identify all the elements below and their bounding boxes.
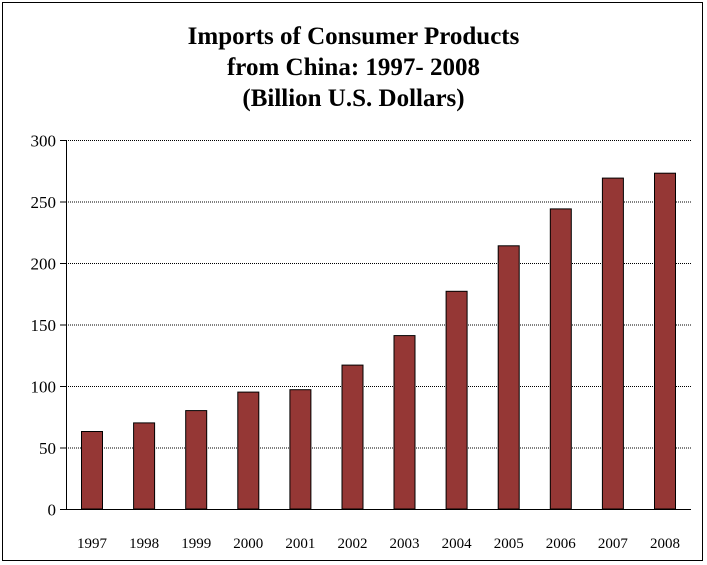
x-tick-label-1998: 1998	[129, 536, 159, 552]
x-tick-label-2004: 2004	[442, 536, 473, 552]
bar-2003	[393, 335, 416, 510]
chart-title-line-3: (Billion U.S. Dollars)	[242, 85, 465, 112]
chart-title: Imports of Consumer Products from China:…	[3, 21, 704, 114]
y-tick-label-250: 250	[31, 193, 57, 212]
y-tick-labels: 0 50 100 150 200 250 300	[31, 132, 57, 520]
x-tick-label-2000: 2000	[233, 536, 263, 552]
chart-title-line-2: from China: 1997- 2008	[226, 54, 480, 81]
x-tick-label-2007: 2007	[598, 536, 629, 552]
gridlines	[66, 140, 691, 449]
y-tick-label-50: 50	[39, 439, 56, 458]
x-tick-label-2005: 2005	[494, 536, 524, 552]
bar-2005	[497, 245, 520, 510]
x-tick-label-2003: 2003	[390, 536, 420, 552]
bar-2008	[654, 172, 676, 510]
bar-2002	[341, 364, 364, 510]
bar-2004	[445, 290, 468, 510]
y-tick-label-300: 300	[31, 132, 57, 151]
y-tick-label-200: 200	[31, 255, 57, 274]
bar-2000	[237, 391, 260, 510]
x-tick-label-1997: 1997	[77, 536, 108, 552]
bar-2006	[549, 208, 572, 510]
bar-1998	[133, 422, 156, 510]
y-tick-label-150: 150	[31, 316, 57, 335]
x-tick-label-2002: 2002	[338, 536, 368, 552]
x-tick-label-2008: 2008	[650, 536, 680, 552]
x-tick-label-1999: 1999	[181, 536, 211, 552]
bar-1997	[81, 431, 103, 510]
x-tick-labels: 1997 1998 1999 2000 2001 2002 2003 2004 2005 2006…	[77, 536, 680, 552]
bar-1999	[185, 410, 208, 510]
bar-2001	[289, 389, 312, 510]
bars	[81, 172, 676, 510]
x-tick-label-2001: 2001	[285, 536, 315, 552]
y-tick-label-100: 100	[31, 378, 57, 397]
chart-title-line-1: Imports of Consumer Products	[187, 23, 520, 50]
axes	[60, 140, 691, 510]
bar-2007	[601, 177, 624, 510]
y-tick-label-0: 0	[48, 501, 57, 520]
x-tick-label-2006: 2006	[546, 536, 577, 552]
